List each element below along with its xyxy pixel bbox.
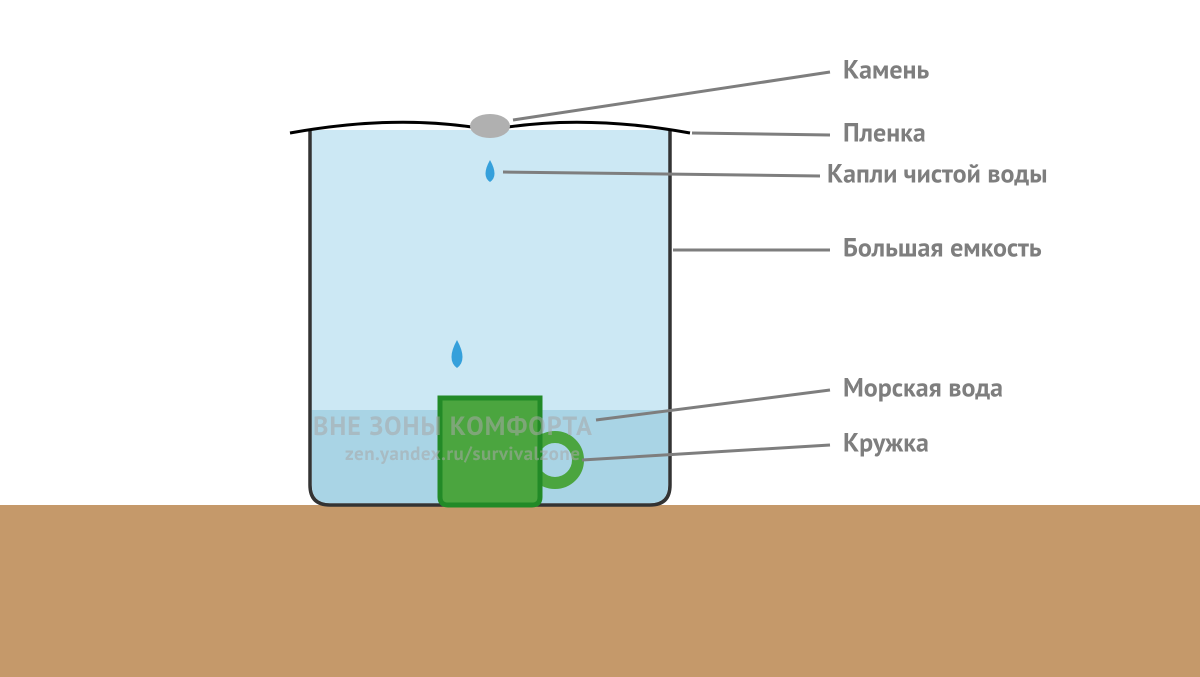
watermark-sub: zen.yandex.ru/survivalzone bbox=[345, 442, 580, 466]
label-seawater: Морская вода bbox=[843, 372, 1003, 405]
label-stone: Камень bbox=[843, 54, 930, 87]
ground bbox=[0, 505, 1200, 677]
label-drops: Капли чистой воды bbox=[827, 158, 1047, 191]
label-container: Большая емкость bbox=[843, 232, 1042, 265]
leader-line-film bbox=[692, 133, 830, 135]
leader-line-stone bbox=[513, 72, 830, 120]
label-film: Пленка bbox=[843, 117, 926, 150]
water-distillation-diagram: ВНЕ ЗОНЫ КОМФОРТА zen.yandex.ru/survival… bbox=[0, 0, 1200, 677]
watermark-main: ВНЕ ЗОНЫ КОМФОРТА bbox=[313, 410, 593, 443]
labels: Камень Пленка Капли чистой воды Большая емк… bbox=[827, 54, 1047, 460]
label-mug: Кружка bbox=[843, 427, 929, 460]
stone bbox=[470, 114, 510, 138]
